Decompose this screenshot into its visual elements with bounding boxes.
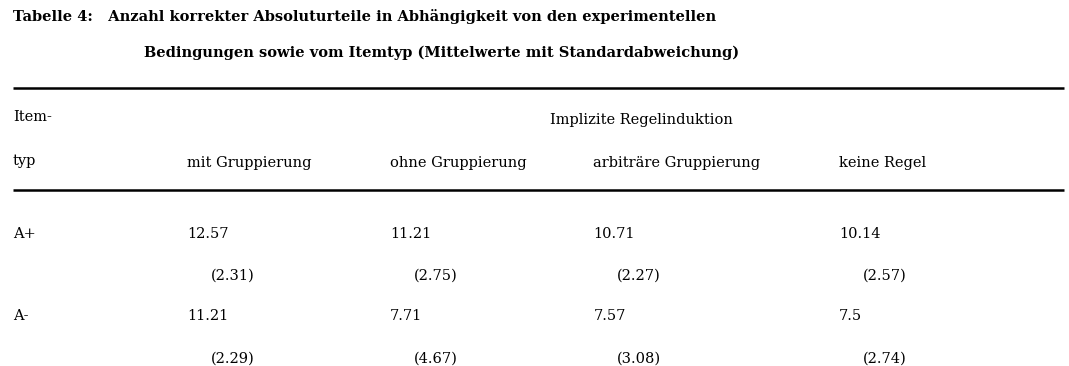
Text: (2.57): (2.57): [863, 269, 907, 283]
Text: Bedingungen sowie vom Itemtyp (Mittelwerte mit Standardabweichung): Bedingungen sowie vom Itemtyp (Mittelwer…: [144, 46, 740, 60]
Text: keine Regel: keine Regel: [839, 156, 927, 169]
Text: (2.29): (2.29): [211, 351, 254, 365]
Text: (2.74): (2.74): [863, 351, 907, 365]
Text: typ: typ: [13, 154, 36, 168]
Text: 7.57: 7.57: [593, 309, 625, 323]
Text: Tabelle 4:   Anzahl korrekter Absoluturteile in Abhängigkeit von den experimente: Tabelle 4: Anzahl korrekter Absoluturtei…: [13, 9, 716, 24]
Text: 10.14: 10.14: [839, 227, 881, 241]
Text: 11.21: 11.21: [187, 309, 229, 323]
Text: 10.71: 10.71: [593, 227, 635, 241]
Text: Implizite Regelinduktion: Implizite Regelinduktion: [549, 113, 733, 127]
Text: (2.27): (2.27): [617, 269, 661, 283]
Text: A-: A-: [13, 309, 28, 323]
Text: (2.75): (2.75): [414, 269, 458, 283]
Text: mit Gruppierung: mit Gruppierung: [187, 156, 311, 169]
Text: (2.31): (2.31): [211, 269, 254, 283]
Text: 7.5: 7.5: [839, 309, 863, 323]
Text: Item-: Item-: [13, 110, 51, 124]
Text: 12.57: 12.57: [187, 227, 229, 241]
Text: A+: A+: [13, 227, 35, 241]
Text: 7.71: 7.71: [390, 309, 422, 323]
Text: 11.21: 11.21: [390, 227, 432, 241]
Text: ohne Gruppierung: ohne Gruppierung: [390, 156, 527, 169]
Text: (3.08): (3.08): [617, 351, 661, 365]
Text: arbiträre Gruppierung: arbiträre Gruppierung: [593, 156, 760, 169]
Text: (4.67): (4.67): [414, 351, 458, 365]
